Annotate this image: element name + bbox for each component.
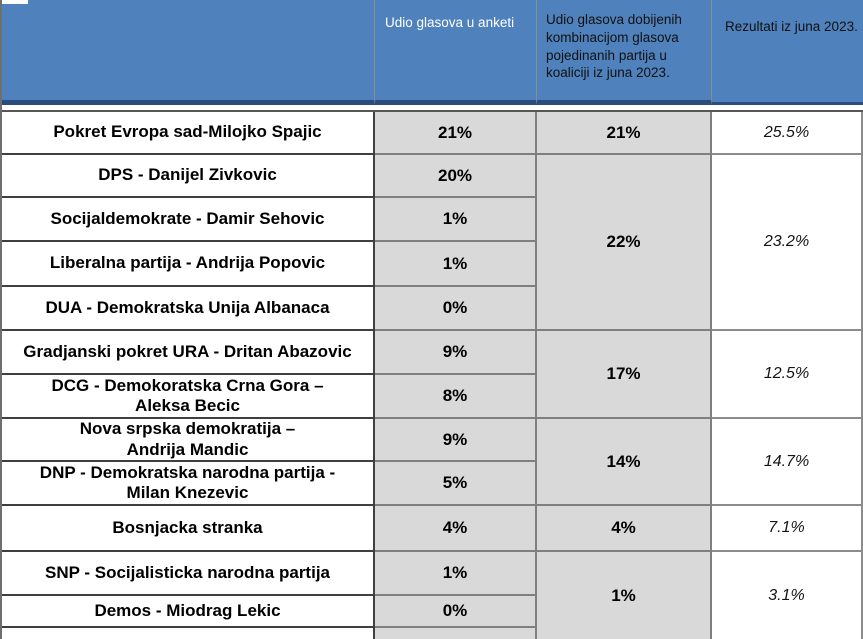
poll-pct-cell: 21% <box>375 112 537 155</box>
poll-pct-cell: 20% <box>375 155 537 198</box>
cutoff-row-poll-cell <box>375 628 537 639</box>
party-name-cell: DUA - Demokratska Unija Albanaca <box>2 287 375 331</box>
header-poll-share: Udio glasova u anketi <box>375 0 537 105</box>
june-result-cell: 3.1% <box>712 552 863 639</box>
party-name-cell: Liberalna partija - Andrija Popovic <box>2 242 375 287</box>
june-result-cell: 12.5% <box>712 331 863 419</box>
combined-pct-cell: 22% <box>537 155 712 331</box>
header-combined-share: Udio glasova dobijenih kombinacijom glas… <box>537 0 712 105</box>
party-name-cell: Nova srpska demokratija – Andrija Mandic <box>2 419 375 462</box>
header-empty-cell <box>2 0 375 105</box>
poll-pct-cell: 4% <box>375 506 537 552</box>
combined-pct-cell: 4% <box>537 506 712 552</box>
poll-pct-cell: 8% <box>375 375 537 419</box>
poll-pct-cell: 0% <box>375 596 537 628</box>
combined-pct-cell: 14% <box>537 419 712 506</box>
party-name-cell: DNP - Demokratska narodna partija - Mila… <box>2 462 375 506</box>
party-name-cell: Gradjanski pokret URA - Dritan Abazovic <box>2 331 375 375</box>
poll-pct-cell: 5% <box>375 462 537 506</box>
top-left-notch <box>2 0 28 4</box>
june-result-cell: 25.5% <box>712 112 863 155</box>
party-name-cell: DCG - Demokoratska Crna Gora – Aleksa Be… <box>2 375 375 419</box>
combined-pct-cell: 1% <box>537 552 712 639</box>
header-june-results: Rezultati iz juna 2023. <box>712 0 863 105</box>
poll-pct-cell: 1% <box>375 552 537 596</box>
poll-pct-cell: 1% <box>375 198 537 242</box>
header-spacer <box>2 105 863 112</box>
june-result-cell: 23.2% <box>712 155 863 331</box>
party-name-cell: Pokret Evropa sad-Milojko Spajic <box>2 112 375 155</box>
party-name-cell: Bosnjacka stranka <box>2 506 375 552</box>
poll-pct-cell: 9% <box>375 331 537 375</box>
party-name-cell: Socijaldemokrate - Damir Sehovic <box>2 198 375 242</box>
june-result-cell: 7.1% <box>712 506 863 552</box>
poll-pct-cell: 0% <box>375 287 537 331</box>
poll-pct-cell: 1% <box>375 242 537 287</box>
combined-pct-cell: 17% <box>537 331 712 419</box>
party-name-cell: SNP - Socijalisticka narodna partija <box>2 552 375 596</box>
party-name-cell: DPS - Danijel Zivkovic <box>2 155 375 198</box>
combined-pct-cell: 21% <box>537 112 712 155</box>
june-result-cell: 14.7% <box>712 419 863 506</box>
cutoff-row-party-cell <box>2 628 375 639</box>
poll-pct-cell: 9% <box>375 419 537 462</box>
party-name-cell: Demos - Miodrag Lekic <box>2 596 375 628</box>
